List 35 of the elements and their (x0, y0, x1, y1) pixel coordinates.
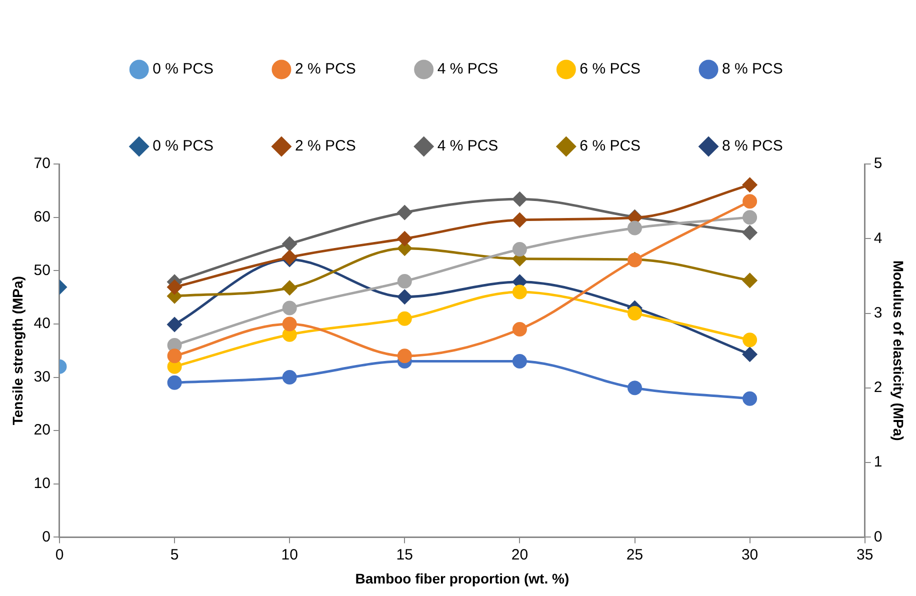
y2-tick-label: 0 (874, 528, 882, 546)
legend-label: 8 % PCS (722, 60, 783, 78)
y2-tick-label: 3 (874, 304, 882, 322)
y2-tick-label: 2 (874, 379, 882, 396)
y2-axis-title: Modulus of elasticity (MPa) (890, 260, 907, 441)
y-tick-label: 60 (34, 208, 50, 226)
legend-label: 6 % PCS (580, 60, 641, 78)
legend-label: 4 % PCS (437, 138, 498, 155)
y2-tick-label: 4 (874, 230, 882, 247)
legend-label: 0 % PCS (152, 60, 214, 78)
legend-label: 8 % PCS (722, 138, 783, 155)
x-tick-label: 20 (511, 546, 528, 564)
y-tick-label: 30 (34, 368, 50, 386)
y-tick-label: 70 (34, 155, 50, 172)
y2-tick-label: 1 (874, 454, 882, 471)
y-tick-label: 0 (42, 528, 50, 546)
y-tick-label: 20 (34, 422, 50, 439)
legend-label: 4 % PCS (437, 60, 498, 78)
x-tick-label: 25 (626, 546, 644, 564)
y-tick-label: 10 (34, 475, 50, 492)
x-tick-label: 35 (856, 546, 874, 564)
x-tick-label: 10 (281, 546, 298, 564)
x-tick-label: 30 (741, 546, 758, 564)
x-tick-label: 5 (170, 546, 179, 564)
legend-label: 0 % PCS (152, 138, 214, 155)
x-axis-title: Bamboo fiber proportion (wt. %) (355, 570, 570, 586)
y-tick-label: 40 (34, 315, 50, 332)
x-tick-label: 15 (396, 546, 413, 564)
x-tick-label: 0 (55, 546, 64, 564)
y-axis-title: Tensile strength (MPa) (9, 276, 26, 426)
y-tick-label: 50 (34, 262, 50, 279)
y2-tick-label: 5 (874, 155, 882, 172)
legend-label: 6 % PCS (580, 138, 641, 155)
legend-label: 2 % PCS (294, 138, 356, 155)
legend-label: 2 % PCS (294, 60, 356, 78)
